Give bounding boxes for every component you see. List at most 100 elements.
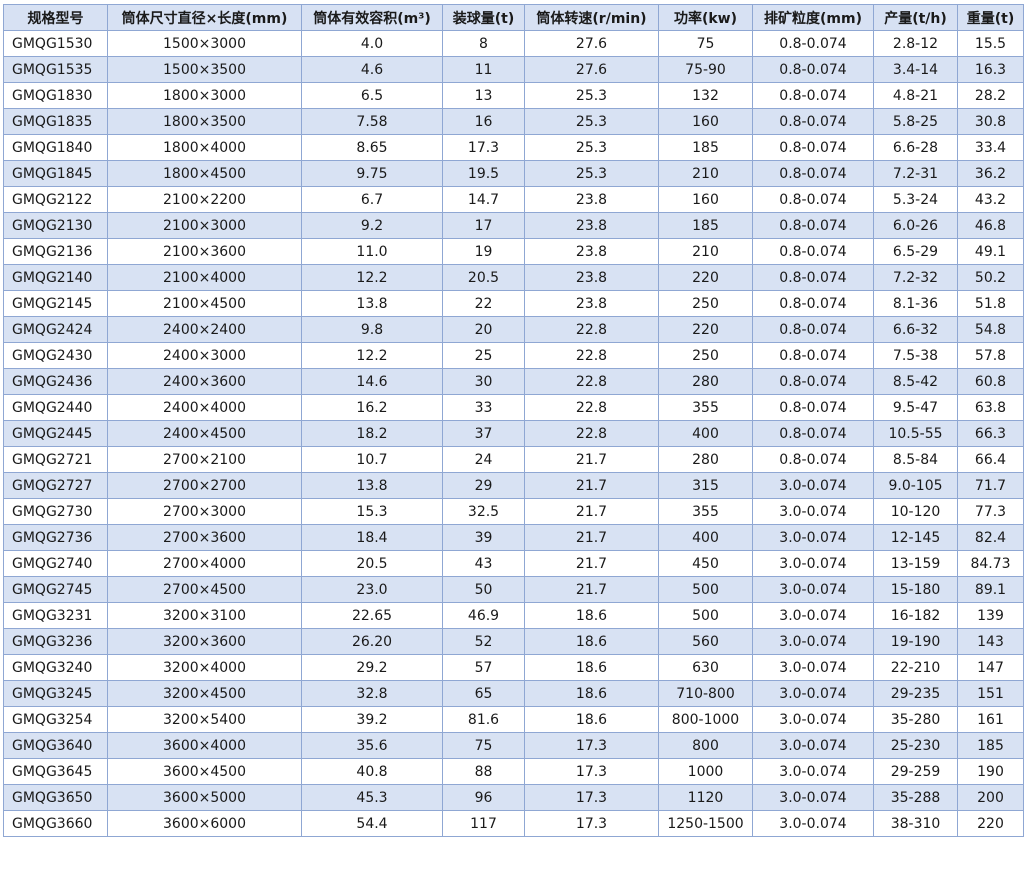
cell-power: 400: [658, 524, 753, 551]
cell-effective-volume: 9.2: [301, 212, 443, 239]
cell-model: GMQG2430: [3, 342, 108, 369]
cell-ball-load: 32.5: [442, 498, 525, 525]
cell-capacity: 16-182: [873, 602, 958, 629]
cell-model: GMQG3245: [3, 680, 108, 707]
cell-shell-size: 2700×3600: [107, 524, 302, 551]
cell-ball-load: 46.9: [442, 602, 525, 629]
table-row: GMQG2136 2100×3600 11.0 19 23.8 210 0.8-0.074 6…: [3, 238, 1024, 265]
cell-rotation-speed: 27.6: [524, 56, 659, 83]
header-row: 规格型号 筒体尺寸直径×长度(mm) 筒体有效容积(m³) 装球量(t) 筒体转…: [3, 4, 1024, 31]
cell-ball-load: 17: [442, 212, 525, 239]
cell-power: 280: [658, 368, 753, 395]
cell-capacity: 5.3-24: [873, 186, 958, 213]
cell-rotation-speed: 17.3: [524, 784, 659, 811]
table-row: GMQG3640 3600×4000 35.6 75 17.3 800 3.0-0.074 2…: [3, 732, 1024, 759]
header-weight: 重量(t): [957, 4, 1024, 31]
cell-model: GMQG3254: [3, 706, 108, 733]
table-row: GMQG3645 3600×4500 40.8 88 17.3 1000 3.0-0.074…: [3, 758, 1024, 785]
table-row: GMQG3236 3200×3600 26.20 52 18.6 560 3.0-0.074…: [3, 628, 1024, 655]
cell-effective-volume: 32.8: [301, 680, 443, 707]
cell-weight: 60.8: [957, 368, 1024, 395]
cell-shell-size: 2100×4500: [107, 290, 302, 317]
cell-power: 210: [658, 160, 753, 187]
cell-effective-volume: 12.2: [301, 342, 443, 369]
cell-power: 1000: [658, 758, 753, 785]
cell-power: 630: [658, 654, 753, 681]
cell-ball-load: 88: [442, 758, 525, 785]
cell-model: GMQG2730: [3, 498, 108, 525]
cell-weight: 84.73: [957, 550, 1024, 577]
cell-shell-size: 2400×3000: [107, 342, 302, 369]
cell-capacity: 6.0-26: [873, 212, 958, 239]
cell-discharge-size: 3.0-0.074: [752, 524, 874, 551]
cell-weight: 16.3: [957, 56, 1024, 83]
cell-power: 185: [658, 212, 753, 239]
cell-model: GMQG2136: [3, 238, 108, 265]
cell-ball-load: 19.5: [442, 160, 525, 187]
table-row: GMQG2424 2400×2400 9.8 20 22.8 220 0.8-0.074 6.…: [3, 316, 1024, 343]
cell-effective-volume: 26.20: [301, 628, 443, 655]
header-rotation-speed: 筒体转速(r/min): [524, 4, 659, 31]
cell-power: 355: [658, 498, 753, 525]
cell-shell-size: 2400×4500: [107, 420, 302, 447]
cell-power: 1250-1500: [658, 810, 753, 837]
cell-model: GMQG1535: [3, 56, 108, 83]
cell-rotation-speed: 22.8: [524, 394, 659, 421]
cell-model: GMQG1845: [3, 160, 108, 187]
cell-rotation-speed: 25.3: [524, 134, 659, 161]
cell-discharge-size: 0.8-0.074: [752, 82, 874, 109]
table-header: 规格型号 筒体尺寸直径×长度(mm) 筒体有效容积(m³) 装球量(t) 筒体转…: [3, 4, 1024, 31]
cell-weight: 28.2: [957, 82, 1024, 109]
cell-rotation-speed: 23.8: [524, 290, 659, 317]
cell-discharge-size: 0.8-0.074: [752, 56, 874, 83]
cell-weight: 77.3: [957, 498, 1024, 525]
cell-power: 280: [658, 446, 753, 473]
cell-capacity: 13-159: [873, 550, 958, 577]
header-model: 规格型号: [3, 4, 108, 31]
cell-effective-volume: 4.6: [301, 56, 443, 83]
cell-shell-size: 3200×4000: [107, 654, 302, 681]
cell-effective-volume: 7.58: [301, 108, 443, 135]
cell-discharge-size: 0.8-0.074: [752, 186, 874, 213]
cell-weight: 71.7: [957, 472, 1024, 499]
cell-ball-load: 19: [442, 238, 525, 265]
cell-discharge-size: 3.0-0.074: [752, 602, 874, 629]
table-row: GMQG1535 1500×3500 4.6 11 27.6 75-90 0.8-0.074…: [3, 56, 1024, 83]
cell-weight: 200: [957, 784, 1024, 811]
table-row: GMQG1830 1800×3000 6.5 13 25.3 132 0.8-0.074 4.…: [3, 82, 1024, 109]
cell-weight: 54.8: [957, 316, 1024, 343]
cell-ball-load: 33: [442, 394, 525, 421]
cell-ball-load: 65: [442, 680, 525, 707]
cell-ball-load: 17.3: [442, 134, 525, 161]
cell-rotation-speed: 23.8: [524, 238, 659, 265]
cell-shell-size: 2100×3600: [107, 238, 302, 265]
cell-capacity: 6.6-32: [873, 316, 958, 343]
cell-effective-volume: 13.8: [301, 290, 443, 317]
cell-shell-size: 3200×5400: [107, 706, 302, 733]
cell-ball-load: 57: [442, 654, 525, 681]
cell-capacity: 35-288: [873, 784, 958, 811]
cell-effective-volume: 16.2: [301, 394, 443, 421]
cell-ball-load: 22: [442, 290, 525, 317]
cell-shell-size: 3600×5000: [107, 784, 302, 811]
cell-rotation-speed: 23.8: [524, 264, 659, 291]
cell-power: 500: [658, 576, 753, 603]
cell-discharge-size: 0.8-0.074: [752, 212, 874, 239]
cell-model: GMQG2145: [3, 290, 108, 317]
header-ball-load: 装球量(t): [442, 4, 525, 31]
cell-power: 220: [658, 264, 753, 291]
cell-effective-volume: 35.6: [301, 732, 443, 759]
cell-weight: 30.8: [957, 108, 1024, 135]
cell-ball-load: 75: [442, 732, 525, 759]
cell-discharge-size: 3.0-0.074: [752, 576, 874, 603]
cell-discharge-size: 3.0-0.074: [752, 732, 874, 759]
table-row: GMQG2436 2400×3600 14.6 30 22.8 280 0.8-0.074 8…: [3, 368, 1024, 395]
cell-discharge-size: 3.0-0.074: [752, 550, 874, 577]
cell-power: 560: [658, 628, 753, 655]
cell-weight: 43.2: [957, 186, 1024, 213]
cell-capacity: 29-235: [873, 680, 958, 707]
cell-rotation-speed: 21.7: [524, 576, 659, 603]
cell-shell-size: 3600×4500: [107, 758, 302, 785]
header-power: 功率(kw): [658, 4, 753, 31]
table-row: GMQG1840 1800×4000 8.65 17.3 25.3 185 0.8-0.07…: [3, 134, 1024, 161]
